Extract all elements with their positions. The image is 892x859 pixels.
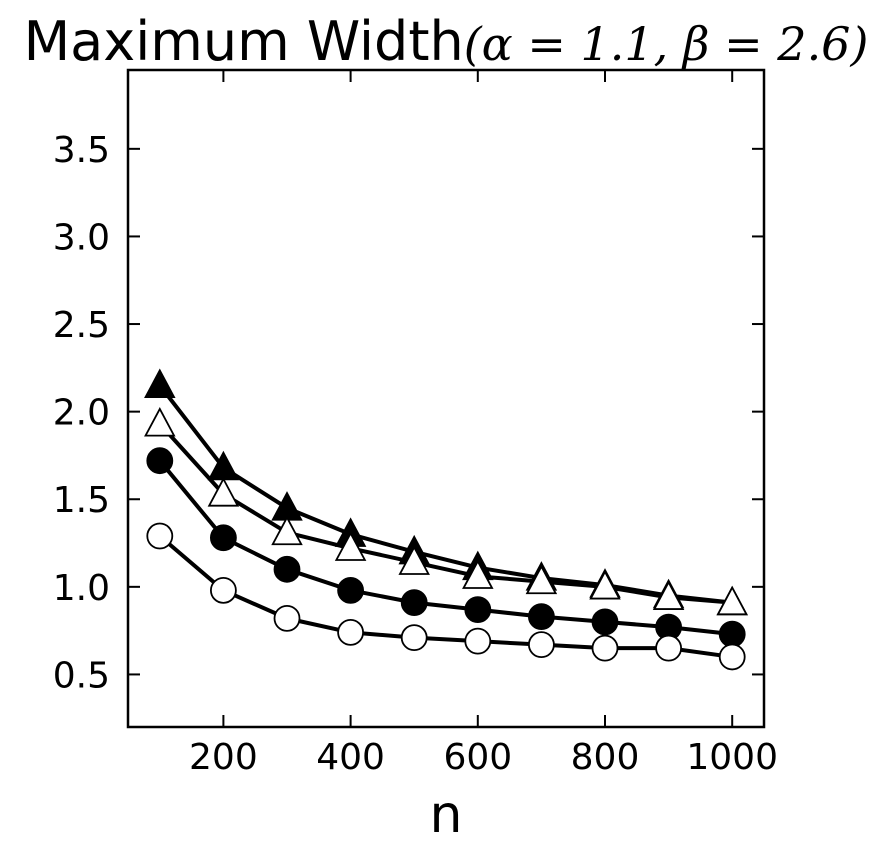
data-point-circle-filled bbox=[337, 576, 365, 604]
data-point-triangle-open bbox=[334, 531, 367, 561]
x-tick-label: 200 bbox=[189, 737, 258, 778]
data-point-triangle-open bbox=[716, 585, 748, 616]
chart-title-params: (α = 1.1, β = 2.6) bbox=[464, 17, 869, 71]
data-point-triangle-open bbox=[144, 406, 176, 437]
data-point-circle-filled bbox=[209, 524, 237, 552]
data-point-triangle-open bbox=[207, 477, 240, 507]
plot-area: 200 400 600 800 1000 0.5 1.0 1.5 2.0 2.5 3.0 3.5 bbox=[53, 68, 778, 778]
data-point-circle-filled bbox=[718, 620, 746, 648]
data-point-circle-open bbox=[655, 634, 682, 662]
data-point-triangle-open bbox=[462, 559, 494, 589]
series-line-circle-open bbox=[158, 534, 733, 659]
data-point-circle-filled bbox=[400, 589, 428, 617]
data-point-triangle-open bbox=[271, 515, 303, 546]
data-point-circle-filled bbox=[273, 555, 301, 583]
series-line-circle-filled bbox=[158, 459, 733, 637]
x-tick-label: 1000 bbox=[686, 737, 778, 778]
data-point-circle-open bbox=[464, 627, 492, 655]
data-point-circle-open bbox=[146, 522, 174, 550]
data-point-circle-filled bbox=[591, 608, 619, 636]
data-point-circle-open bbox=[209, 576, 237, 604]
data-point-triangle-open bbox=[652, 580, 685, 610]
data-point-triangle-open bbox=[589, 569, 621, 600]
plot-frame bbox=[126, 68, 766, 729]
y-tick-label: 1.0 bbox=[53, 568, 110, 609]
data-point-circle-open bbox=[528, 631, 555, 659]
data-point-triangle-open bbox=[525, 564, 558, 595]
data-point-circle-open bbox=[273, 604, 301, 632]
x-axis-label: n bbox=[430, 785, 463, 845]
data-point-circle-open bbox=[400, 624, 428, 652]
data-point-triangle-open bbox=[398, 545, 430, 575]
y-tick-label: 2.0 bbox=[53, 393, 110, 434]
data-point-triangle-filled bbox=[144, 368, 176, 398]
chart-title: Maximum Width(α = 1.1, β = 2.6) bbox=[24, 10, 869, 73]
y-tick-label: 0.5 bbox=[53, 655, 110, 696]
data-point-circle-open bbox=[591, 634, 619, 662]
y-tick-label: 3.0 bbox=[53, 217, 110, 258]
data-point-circle-filled bbox=[146, 447, 174, 475]
data-point-circle-filled bbox=[464, 596, 492, 624]
x-tick-label: 800 bbox=[571, 737, 640, 778]
data-point-circle-open bbox=[718, 643, 746, 671]
data-point-circle-open bbox=[337, 618, 365, 646]
y-tick-label: 1.5 bbox=[53, 480, 110, 521]
y-tick-label: 2.5 bbox=[53, 305, 110, 346]
data-point-circle-filled bbox=[528, 603, 555, 631]
x-tick-label: 600 bbox=[443, 737, 512, 778]
y-tick-label: 3.5 bbox=[53, 130, 110, 171]
x-tick-label: 400 bbox=[316, 737, 385, 778]
series-line-triangle-open bbox=[158, 422, 733, 605]
chart-title-text: Maximum Width bbox=[24, 10, 464, 73]
